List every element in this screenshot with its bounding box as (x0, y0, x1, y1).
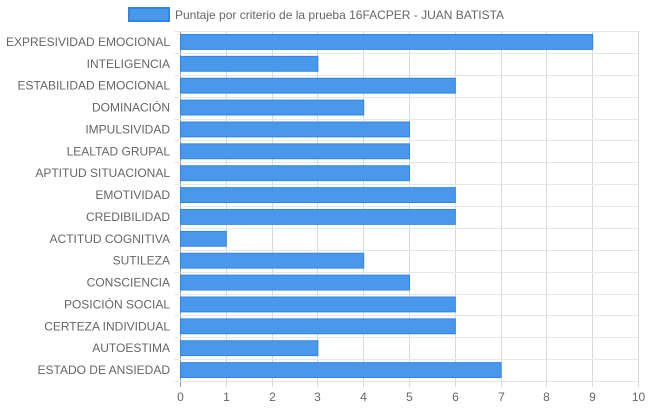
bar[interactable] (180, 55, 319, 72)
bar[interactable] (180, 340, 319, 357)
x-tick-label: 3 (314, 390, 321, 404)
x-tick-label: 5 (406, 390, 413, 404)
category-label: CERTEZA INDIVIDUAL (44, 319, 170, 333)
bar[interactable] (180, 121, 410, 138)
x-tick-label: 6 (452, 390, 459, 404)
category-label: EMOTIVIDAD (95, 188, 170, 202)
bar[interactable] (180, 209, 456, 225)
category-label: EXPRESIVIDAD EMOCIONAL (6, 35, 170, 49)
bar[interactable] (180, 318, 456, 335)
category-label: SUTILEZA (113, 254, 170, 268)
bar[interactable] (180, 230, 227, 247)
bar[interactable] (180, 143, 410, 160)
category-label: POSICIÓN SOCIAL (64, 296, 170, 311)
x-tick-label: 2 (269, 390, 276, 404)
category-label: ESTADO DE ANSIEDAD (38, 363, 171, 377)
bar[interactable] (180, 296, 456, 313)
bar[interactable] (180, 165, 410, 182)
legend[interactable]: Puntaje por criterio de la prueba 16FACP… (128, 7, 504, 22)
x-tick-label: 7 (498, 390, 505, 404)
bar[interactable] (180, 362, 502, 378)
x-tick-label: 10 (632, 390, 646, 404)
bar[interactable] (180, 34, 594, 50)
bar[interactable] (180, 77, 456, 94)
x-tick-label: 4 (360, 390, 367, 404)
bar[interactable] (180, 274, 410, 291)
category-label: CONSCIENCIA (87, 276, 170, 290)
x-tick-label: 1 (223, 390, 230, 404)
category-labels: EXPRESIVIDAD EMOCIONAL INTELIGENCIA ESTABI… (6, 35, 170, 377)
x-axis-ticks: 0 1 2 3 4 5 6 7 8 9 10 (177, 390, 645, 404)
x-tick-label: 0 (177, 390, 184, 404)
legend-label: Puntaje por criterio de la prueba 16FACP… (175, 8, 504, 22)
category-label: INTELIGENCIA (87, 57, 170, 71)
category-label: APTITUD SITUACIONAL (35, 166, 170, 180)
bar[interactable] (180, 252, 365, 269)
category-label: CREDIBILIDAD (86, 210, 170, 224)
bar[interactable] (180, 187, 456, 203)
category-label: ESTABILIDAD EMOCIONAL (18, 79, 171, 93)
category-label: IMPULSIVIDAD (85, 122, 170, 136)
x-tick-label: 8 (543, 390, 550, 404)
bars (180, 34, 594, 378)
category-label: LEALTAD GRUPAL (67, 144, 171, 158)
category-label: ACTITUD COGNITIVA (50, 232, 170, 246)
x-tick-label: 9 (589, 390, 596, 404)
legend-swatch (128, 7, 170, 22)
category-label: DOMINACIÓN (92, 100, 170, 115)
category-label: AUTOESTIMA (92, 341, 170, 355)
bar[interactable] (180, 99, 365, 116)
